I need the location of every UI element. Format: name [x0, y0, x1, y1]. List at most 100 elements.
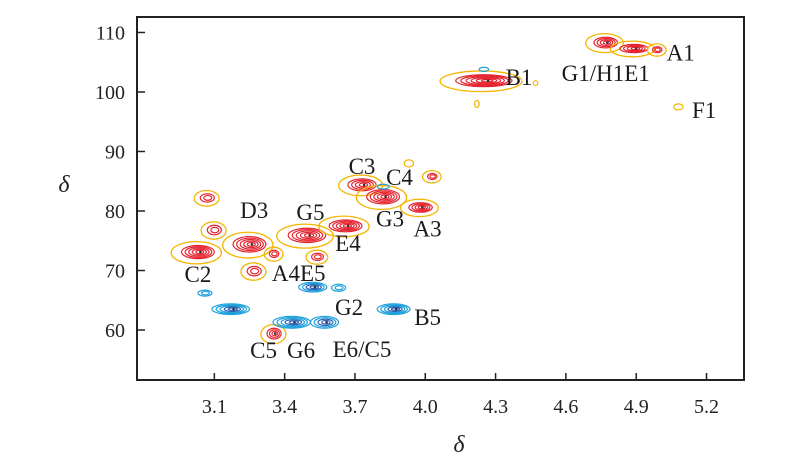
contour-level — [191, 248, 208, 256]
contour-outer — [355, 184, 408, 211]
peak-red — [305, 249, 329, 265]
contour-level — [211, 303, 251, 316]
x-axis: 3.1 3.4 3.7 4.0 4.3 4.6 4.9 5.2 — [202, 373, 719, 418]
contour-level — [429, 174, 436, 179]
contour-outer — [609, 40, 656, 58]
contour-level — [223, 306, 242, 313]
contour-level — [335, 221, 358, 231]
peak-red — [193, 189, 220, 207]
x-tick-label: 4.0 — [413, 396, 438, 418]
contour-level — [303, 233, 315, 238]
contour-level — [291, 229, 324, 242]
peak-label: A3 — [414, 216, 442, 241]
peak-blue — [376, 183, 390, 190]
peak-center — [199, 250, 202, 254]
contour-level — [313, 317, 337, 328]
contour-level — [195, 249, 205, 255]
contour-level — [243, 240, 259, 249]
contour-level — [332, 220, 360, 232]
contour-level — [408, 202, 433, 213]
contour-level — [180, 244, 215, 260]
contour-level — [602, 40, 612, 45]
peak-center — [394, 307, 398, 311]
contour-level — [313, 254, 322, 260]
contour-level — [328, 219, 363, 233]
peak-yellow — [532, 80, 539, 87]
peak-yellow — [673, 103, 684, 111]
contour-level — [478, 66, 490, 73]
contour-level — [305, 284, 322, 291]
peak-center — [421, 206, 424, 209]
contour-level — [427, 172, 438, 181]
contour-level — [232, 235, 267, 253]
peak-label: D3 — [240, 198, 268, 223]
contour-level — [626, 45, 643, 52]
peak-label: C4 — [386, 165, 413, 190]
peak-yellow — [473, 99, 480, 109]
peak-center — [325, 320, 328, 324]
x-axis-title: δ — [453, 432, 465, 458]
contour-level — [470, 76, 502, 85]
contour-outer — [193, 189, 220, 207]
y-tick-label: 100 — [95, 82, 125, 104]
contour-level — [309, 315, 340, 329]
peak-red — [263, 246, 284, 262]
contour-level — [219, 305, 245, 314]
x-tick-label: 4.3 — [483, 396, 508, 418]
contour-level — [480, 78, 494, 83]
peak-label: E6/C5 — [333, 337, 392, 362]
peak-label: A1 — [667, 41, 695, 66]
peak-center — [313, 285, 317, 289]
peak-label: B1 — [506, 65, 533, 90]
peak-label: F1 — [692, 98, 716, 123]
peak-center — [273, 332, 277, 335]
peak-center — [362, 183, 366, 187]
contour-level — [417, 205, 426, 210]
contour-outer — [421, 169, 442, 184]
peak-red — [337, 174, 384, 197]
contour-level — [376, 193, 393, 201]
contour-level — [673, 103, 684, 111]
peak-center — [606, 41, 609, 44]
contour-outer — [646, 43, 667, 57]
peak-label: G1/H1E1 — [562, 61, 650, 86]
x-tick-label: 3.1 — [202, 396, 227, 418]
contour-outer — [263, 246, 284, 262]
contour-level — [339, 222, 355, 230]
contour-level — [284, 319, 303, 326]
contour-level — [622, 44, 646, 53]
contour-level — [246, 241, 256, 247]
contour-level — [630, 46, 641, 51]
contour-level — [321, 319, 331, 325]
contour-level — [236, 237, 264, 252]
contour-level — [354, 181, 372, 189]
peak-red — [355, 184, 408, 211]
contour-outer — [399, 198, 439, 218]
contour-level — [347, 178, 377, 192]
peak-center — [293, 320, 296, 324]
y-tick-label: 80 — [105, 201, 125, 223]
contour-level — [317, 318, 334, 327]
contour-level — [383, 305, 406, 314]
peak-label: E4 — [335, 231, 361, 256]
y-tick-label: 60 — [105, 320, 125, 342]
peak-blue — [211, 303, 251, 316]
contour-outer — [240, 262, 267, 281]
peak-red — [421, 169, 442, 184]
peak-label: G2 — [335, 295, 363, 320]
peak-label: C3 — [349, 154, 376, 179]
contour-level — [280, 317, 306, 327]
peak-blue — [272, 315, 312, 329]
contour-outer — [318, 215, 370, 238]
y-axis: 60 70 80 90 100 110 — [95, 22, 145, 342]
peak-blue — [197, 289, 213, 297]
contour-level — [197, 289, 213, 297]
peak-blue — [309, 315, 340, 329]
contour-level — [376, 183, 390, 190]
contour-level — [301, 282, 325, 292]
x-tick-label: 4.6 — [553, 396, 578, 418]
peak-red — [646, 43, 667, 57]
peak-center — [486, 79, 490, 82]
contour-level — [330, 283, 347, 292]
